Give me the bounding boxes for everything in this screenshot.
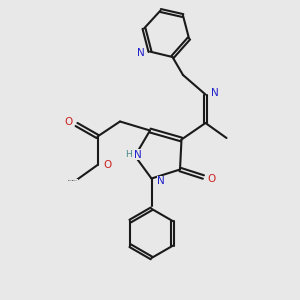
Text: methoxy: methoxy xyxy=(68,180,74,181)
Text: N: N xyxy=(134,149,142,160)
Text: N: N xyxy=(211,88,219,98)
Text: O: O xyxy=(103,160,111,170)
Text: O: O xyxy=(208,173,216,184)
Text: N: N xyxy=(137,48,145,58)
Text: methoxy: methoxy xyxy=(72,179,78,181)
Text: N: N xyxy=(157,176,165,186)
Text: O: O xyxy=(65,117,73,127)
Text: H: H xyxy=(125,150,132,159)
